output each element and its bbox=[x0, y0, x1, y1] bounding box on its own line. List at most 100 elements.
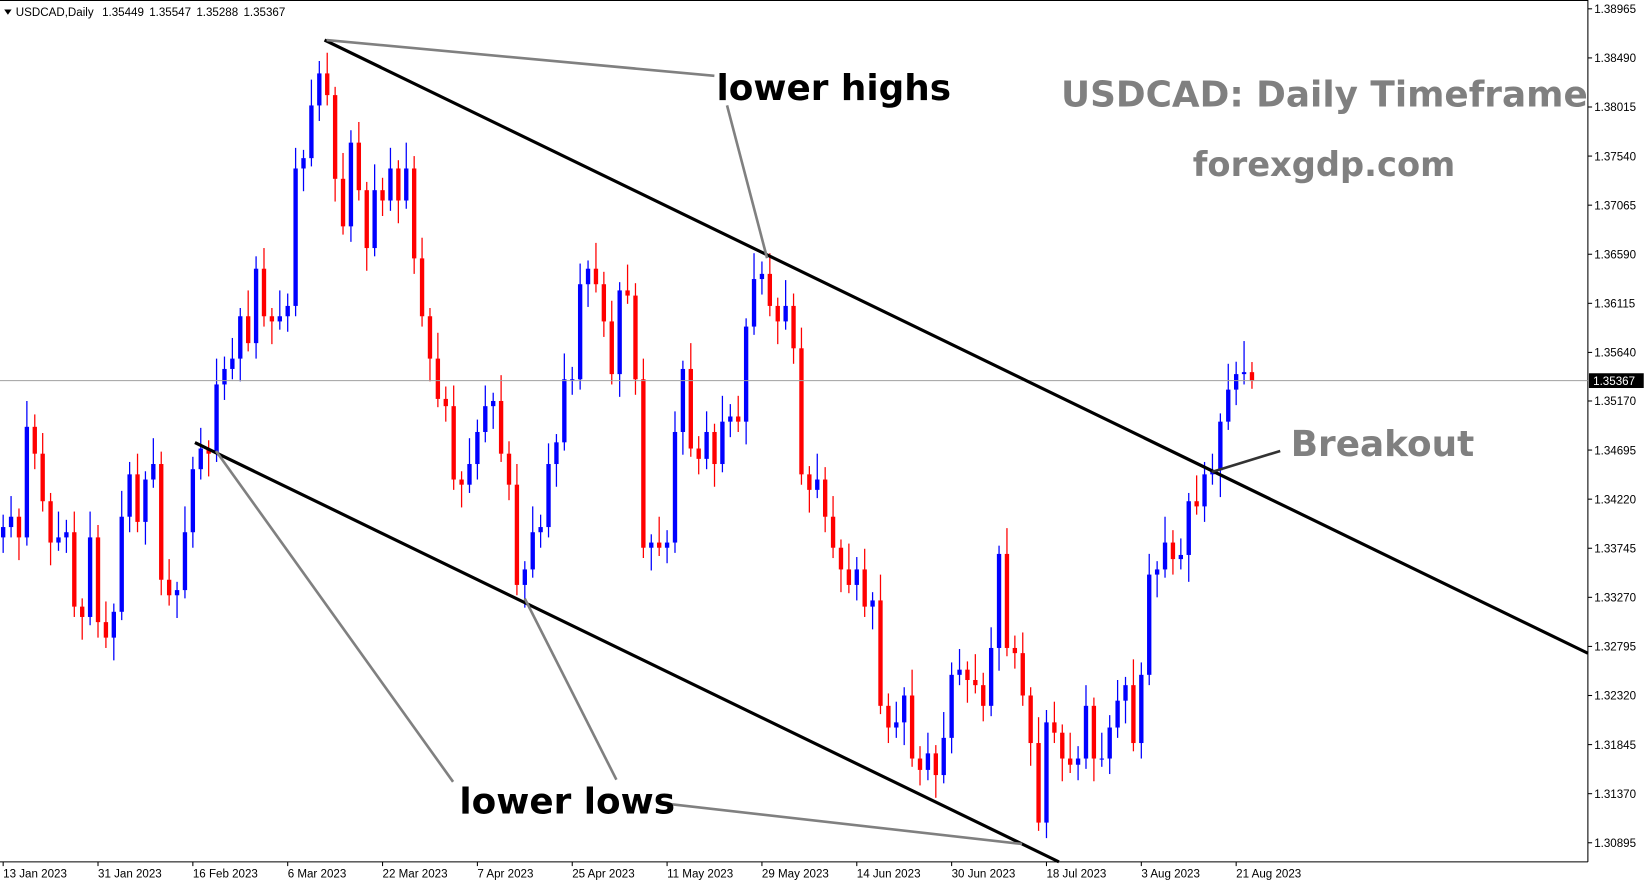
candle-body bbox=[633, 295, 638, 380]
pointer bbox=[523, 597, 618, 781]
candle-body bbox=[1044, 722, 1049, 823]
candle-body bbox=[95, 537, 101, 623]
y-tick-label: 1.34695 bbox=[1594, 445, 1636, 457]
candle-body bbox=[1162, 542, 1168, 570]
candle-body bbox=[751, 279, 757, 327]
candle-body bbox=[886, 705, 891, 728]
candle-body bbox=[119, 516, 124, 612]
chart-title: USDCAD: Daily Timeframe bbox=[1061, 74, 1588, 115]
candle-body bbox=[1068, 758, 1073, 765]
y-tick-label: 1.31845 bbox=[1594, 740, 1636, 752]
candle-body bbox=[649, 542, 654, 548]
candle-body bbox=[174, 590, 180, 596]
candle-body bbox=[641, 379, 646, 548]
candle-body bbox=[16, 516, 22, 538]
candle-body bbox=[862, 569, 867, 607]
candle-body bbox=[577, 284, 583, 380]
candle-body bbox=[712, 431, 717, 465]
candle-body bbox=[340, 178, 346, 227]
current-price-box bbox=[1588, 373, 1644, 389]
candle-body bbox=[925, 753, 931, 770]
candle-body bbox=[720, 421, 725, 465]
symbol: USDCAD,Daily bbox=[16, 7, 94, 19]
candle-body bbox=[364, 190, 369, 249]
pointer bbox=[1211, 449, 1281, 474]
candle-body bbox=[411, 168, 417, 259]
annotation: lower highs bbox=[716, 68, 951, 109]
candle-body bbox=[680, 368, 686, 432]
candle-body bbox=[933, 753, 938, 776]
candle-body bbox=[443, 398, 448, 407]
candle-body bbox=[198, 448, 203, 470]
annotation: Breakout bbox=[1291, 424, 1475, 465]
candle-body bbox=[601, 284, 607, 322]
candle-body bbox=[538, 527, 543, 533]
candle-body bbox=[356, 142, 362, 191]
candle-body bbox=[996, 553, 1002, 648]
candle-body bbox=[799, 348, 804, 475]
candle-body bbox=[767, 273, 773, 306]
candle-body bbox=[419, 258, 425, 317]
candle-body bbox=[1131, 685, 1136, 744]
candle-body bbox=[222, 368, 227, 385]
candle-body bbox=[672, 431, 678, 543]
candle-body bbox=[498, 400, 504, 454]
candle-body bbox=[230, 358, 235, 369]
candle-body bbox=[1004, 553, 1010, 648]
candle-body bbox=[127, 474, 132, 517]
candle-body bbox=[894, 722, 899, 728]
candle-body bbox=[664, 542, 670, 548]
candle-body bbox=[941, 737, 946, 776]
header-open: 1.35449 bbox=[102, 7, 144, 19]
candle-body bbox=[190, 469, 196, 533]
candle-body bbox=[1202, 474, 1207, 507]
candle-body bbox=[483, 406, 488, 432]
x-tick-label: 7 Apr 2023 bbox=[477, 869, 533, 881]
header-close: 1.35367 bbox=[243, 7, 285, 19]
candle-body bbox=[1194, 501, 1199, 507]
candle-body bbox=[309, 105, 314, 159]
candle-body bbox=[1154, 569, 1160, 575]
candle-body bbox=[1115, 700, 1120, 728]
x-tick-label: 14 Jun 2023 bbox=[857, 869, 921, 881]
plot: 1.38965 1.38490 1.38015 1.37540 1.37065 1.365… bbox=[0, 4, 1636, 881]
candle-body bbox=[427, 316, 433, 359]
candle-body bbox=[965, 669, 970, 680]
y-tick-label: 1.37065 bbox=[1594, 200, 1636, 212]
header-high: 1.35547 bbox=[149, 7, 191, 19]
pointer bbox=[658, 801, 1023, 846]
candle-body bbox=[807, 474, 812, 490]
x-tick-label: 31 Jan 2023 bbox=[98, 869, 162, 881]
candle-body bbox=[317, 73, 322, 106]
candle-body bbox=[64, 532, 69, 538]
candle-body bbox=[981, 685, 986, 706]
candle-body bbox=[530, 532, 535, 570]
x-tick-label: 21 Aug 2023 bbox=[1236, 869, 1301, 881]
candle-body bbox=[56, 537, 61, 543]
candle-body bbox=[838, 547, 844, 570]
candle-body bbox=[917, 758, 923, 770]
candle-body bbox=[609, 321, 614, 375]
candle-body bbox=[617, 290, 622, 375]
candle-body bbox=[815, 479, 820, 490]
pointer bbox=[725, 105, 769, 259]
candle-body bbox=[973, 680, 978, 686]
candle-body bbox=[388, 168, 393, 201]
x-tick-label: 6 Mar 2023 bbox=[288, 869, 347, 881]
candle-body bbox=[40, 453, 45, 502]
candle-body bbox=[8, 516, 14, 528]
candle-body bbox=[506, 453, 512, 485]
menu-arrow[interactable] bbox=[4, 9, 12, 15]
header-low: 1.35288 bbox=[196, 7, 238, 19]
candle-body bbox=[246, 316, 251, 344]
candle-body bbox=[988, 647, 994, 706]
candle-body bbox=[625, 290, 630, 296]
candle-body bbox=[854, 569, 859, 585]
candle-body bbox=[704, 431, 709, 459]
candle-body bbox=[435, 358, 441, 399]
candle-body bbox=[878, 600, 883, 706]
y-tick-label: 1.38490 bbox=[1594, 53, 1636, 65]
candle-body bbox=[514, 484, 520, 585]
y-tick-label: 1.32320 bbox=[1594, 691, 1636, 703]
